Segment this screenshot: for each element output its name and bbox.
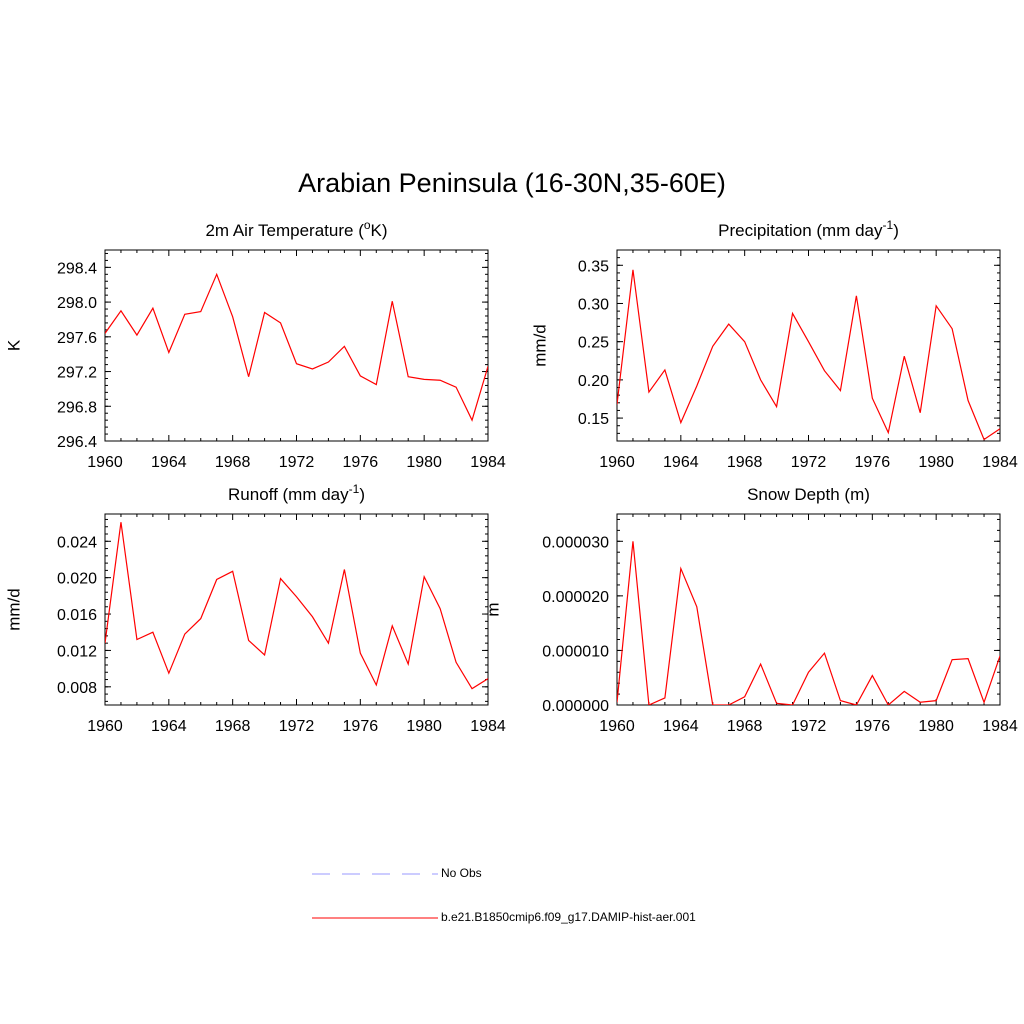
- x-tick-label: 1972: [279, 718, 315, 735]
- y-tick-label: 0.020: [57, 571, 97, 588]
- panel-title: Precipitation (mm day-1): [718, 218, 899, 240]
- plot-frame: [104, 513, 489, 706]
- y-axis-label: mm/d: [531, 324, 550, 367]
- y-tick-label: 0.000030: [542, 534, 609, 551]
- y-axis-label: K: [5, 339, 24, 351]
- x-tick-label: 1984: [982, 718, 1018, 735]
- panel-title-superscript: o: [364, 218, 371, 232]
- panel-title-superscript: -1: [883, 218, 894, 232]
- x-tick-label: 1964: [151, 454, 187, 471]
- x-tick-label: 1984: [470, 454, 506, 471]
- x-tick-label: 1960: [87, 718, 123, 735]
- panel-3: 1960 1964 1968 1972 1976 1980 1984 0.008 0.012 0.…: [5, 482, 506, 735]
- x-tick-label: 1960: [87, 454, 123, 471]
- y-tick-label: 297.6: [57, 330, 97, 347]
- y-tick-label: 296.8: [57, 399, 97, 416]
- series-line: [105, 272, 488, 422]
- panel-title: Runoff (mm day-1): [228, 482, 365, 504]
- x-tick-label: 1964: [663, 454, 699, 471]
- y-tick-label: 0.15: [578, 411, 609, 428]
- panel-title: Snow Depth (m): [747, 485, 870, 504]
- figure-title: Arabian Peninsula (16-30N,35-60E): [298, 168, 726, 198]
- x-tick-label: 1964: [151, 718, 187, 735]
- x-tick-label: 1968: [727, 718, 763, 735]
- panel-title-main: Snow Depth (m): [747, 485, 870, 504]
- y-tick-label: 297.2: [57, 365, 97, 382]
- series-line: [617, 541, 1000, 705]
- x-tick-label: 1968: [215, 454, 251, 471]
- x-tick-label: 1960: [599, 718, 635, 735]
- y-tick-label: 0.30: [578, 296, 609, 313]
- y-tick-label: 0.35: [578, 258, 609, 275]
- y-tick-label: 0.012: [57, 643, 97, 660]
- y-tick-label: 0.016: [57, 607, 97, 624]
- y-tick-label: 0.25: [578, 335, 609, 352]
- y-tick-label: 298.4: [57, 260, 97, 277]
- x-tick-label: 1984: [982, 454, 1018, 471]
- x-tick-label: 1980: [918, 454, 954, 471]
- series-line: [105, 522, 488, 690]
- x-tick-label: 1976: [855, 718, 891, 735]
- y-axis-label: mm/d: [5, 588, 24, 631]
- y-tick-label: 0.20: [578, 373, 609, 390]
- series-line: [617, 269, 1000, 441]
- panel-title-end: ): [893, 221, 899, 240]
- y-tick-label: 0.008: [57, 680, 97, 697]
- plot-frame: [104, 249, 489, 442]
- y-tick-label: 0.000020: [542, 589, 609, 606]
- panel-title-main: Runoff (mm day: [228, 485, 349, 504]
- x-tick-label: 1984: [470, 718, 506, 735]
- x-tick-label: 1976: [343, 454, 379, 471]
- y-tick-label: 0.000010: [542, 643, 609, 660]
- panel-title-superscript: -1: [349, 482, 360, 496]
- y-tick-label: 0.024: [57, 534, 97, 551]
- x-tick-label: 1972: [279, 454, 315, 471]
- panel-title-main: Precipitation (mm day: [718, 221, 883, 240]
- x-tick-label: 1976: [855, 454, 891, 471]
- panel-4: 1960 1964 1968 1972 1976 1980 1984 0.000000 0.00…: [484, 485, 1018, 735]
- panel-title: 2m Air Temperature (oK): [205, 218, 387, 240]
- y-tick-label: 0.000000: [542, 698, 609, 715]
- x-tick-label: 1980: [918, 718, 954, 735]
- plot-frame: [616, 513, 1001, 706]
- legend-label-no-obs: No Obs: [441, 866, 482, 880]
- x-tick-label: 1968: [215, 718, 251, 735]
- x-tick-label: 1972: [791, 454, 827, 471]
- y-axis-label: m: [484, 602, 503, 616]
- y-tick-label: 298.0: [57, 295, 97, 312]
- panel-1: 1960 1964 1968 1972 1976 1980 1984 296.4 296.8 29…: [5, 218, 506, 471]
- panel-2: 1960 1964 1968 1972 1976 1980 1984 0.15 0.20 0.25…: [531, 218, 1018, 471]
- x-tick-label: 1960: [599, 454, 635, 471]
- y-tick-label: 296.4: [57, 434, 97, 451]
- panel-title-main: 2m Air Temperature (: [205, 221, 364, 240]
- x-tick-label: 1968: [727, 454, 763, 471]
- panel-title-end: ): [359, 485, 365, 504]
- x-tick-label: 1964: [663, 718, 699, 735]
- panel-title-end: K): [371, 221, 388, 240]
- legend-label-model: b.e21.B1850cmip6.f09_g17.DAMIP-hist-aer.…: [441, 910, 696, 924]
- plot-frame: [616, 249, 1001, 442]
- x-tick-label: 1976: [343, 718, 379, 735]
- x-tick-label: 1980: [406, 718, 442, 735]
- x-tick-label: 1972: [791, 718, 827, 735]
- x-tick-label: 1980: [406, 454, 442, 471]
